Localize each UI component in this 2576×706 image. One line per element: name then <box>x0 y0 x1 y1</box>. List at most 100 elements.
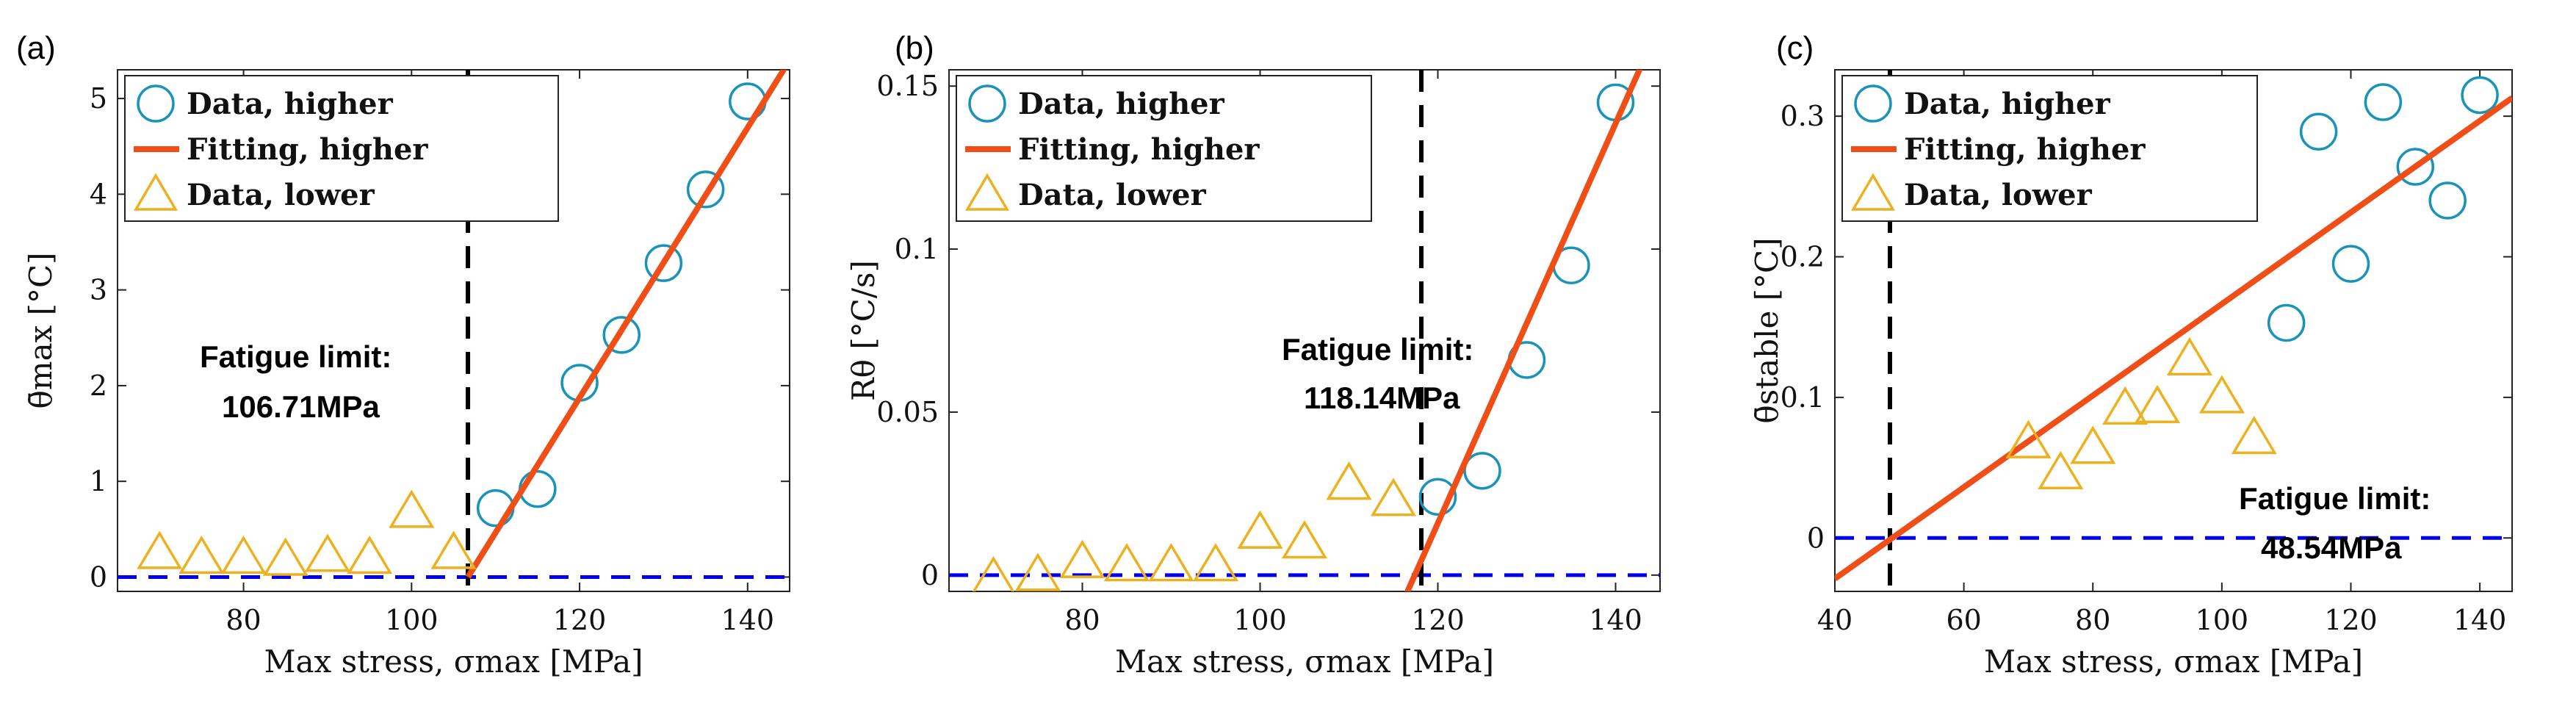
legend-triangle-icon <box>964 173 1010 211</box>
data-higher-point <box>1463 452 1501 490</box>
x-tick-label: 60 <box>1946 604 1981 636</box>
x-axis-label: Max stress, σmax [MPa] <box>1984 644 2363 680</box>
y-tick-label: 0 <box>90 561 107 593</box>
data-lower-point <box>2102 386 2149 425</box>
y-tick-label: 2 <box>90 370 107 402</box>
legend-label: Data, lower <box>1018 178 1207 212</box>
data-lower-point <box>2198 375 2245 414</box>
data-lower-point <box>178 535 225 574</box>
y-tick-label: 0 <box>921 559 939 591</box>
x-tick-label: 100 <box>385 604 439 636</box>
fatigue-limit-annotation-title: Fatigue limit: <box>200 339 392 374</box>
y-tick-label: 0.1 <box>895 233 939 265</box>
data-higher-point <box>2396 148 2435 186</box>
panel-label: (b) <box>895 30 934 66</box>
y-tick-label: 0 <box>1807 522 1825 554</box>
legend-label: Data, higher <box>1904 87 2111 121</box>
data-higher-point <box>2364 83 2403 121</box>
x-tick-label: 80 <box>1064 604 1100 636</box>
legend: Data, higher Fitting, higher Data, lower <box>956 75 1372 222</box>
data-lower-point <box>2038 450 2084 489</box>
legend: Data, higher Fitting, higher Data, lower <box>124 75 559 222</box>
y-tick-label: 0.15 <box>876 70 939 102</box>
y-tick-label: 4 <box>90 178 107 210</box>
legend-box <box>1841 75 2258 222</box>
data-lower-point <box>972 555 1015 591</box>
x-tick-label: 140 <box>1589 604 1642 636</box>
data-lower-point <box>2134 384 2181 424</box>
data-lower-point <box>137 530 183 569</box>
legend-circle-icon <box>137 84 175 123</box>
x-tick-label: 120 <box>553 604 607 636</box>
data-lower-point <box>1192 543 1239 582</box>
data-lower-point <box>1014 552 1061 591</box>
x-tick-label: 100 <box>1233 604 1287 636</box>
y-tick-label: 1 <box>90 465 107 497</box>
legend-circle-icon <box>1854 84 1892 123</box>
y-tick-label: 3 <box>90 274 107 306</box>
panel-label: (c) <box>1776 30 1814 66</box>
y-axis-label: θ̄stable [°C] <box>1749 237 1785 423</box>
x-axis-label: Max stress, σmax [MPa] <box>1115 644 1494 680</box>
legend-label: Data, higher <box>1018 87 1225 121</box>
panel-a: (a) 80 100 120 140 0 1 2 3 4 5 Max stress, σmax [MP… <box>16 30 790 680</box>
data-higher-point <box>2267 303 2306 342</box>
x-axis-label: Max stress, σmax [MPa] <box>264 644 643 680</box>
y-tick-label: 5 <box>90 82 107 115</box>
data-higher-point <box>2428 181 2467 220</box>
x-tick-label: 140 <box>2453 604 2507 636</box>
x-tick-label: 40 <box>1817 604 1852 636</box>
legend-label: Fitting, higher <box>1018 132 1260 167</box>
data-lower-point <box>1326 461 1372 500</box>
fatigue-limit-annotation-title: Fatigue limit: <box>1282 332 1473 367</box>
panel-b: (b) 80 100 120 140 0 0.05 0.1 0.15 Max stress, σm… <box>845 30 1661 680</box>
data-lower-point <box>1281 520 1328 559</box>
data-higher-point <box>2331 245 2370 283</box>
legend-triangle-icon <box>1850 173 1896 211</box>
data-higher-point <box>644 244 683 282</box>
data-lower-point <box>1059 539 1105 578</box>
fitting-line <box>1404 70 1643 591</box>
data-higher-point <box>2299 112 2338 151</box>
legend-label: Data, higher <box>187 87 394 121</box>
fatigue-limit-annotation-value: 106.71MPa <box>222 389 380 424</box>
y-axis-label: θ̄max [°C] <box>23 252 59 408</box>
data-lower-point <box>1370 478 1417 516</box>
data-lower-point <box>2166 336 2213 375</box>
x-tick-label: 120 <box>1411 604 1465 636</box>
data-lower-point <box>2005 419 2052 458</box>
data-lower-point <box>304 533 351 572</box>
y-tick-label: 0.3 <box>1781 100 1825 132</box>
data-higher-point <box>1418 478 1457 516</box>
data-higher-point <box>602 316 641 354</box>
data-lower-point <box>2231 415 2277 455</box>
x-tick-label: 80 <box>226 604 261 636</box>
data-lower-point <box>262 537 309 576</box>
fatigue-limit-annotation-title: Fatigue limit: <box>2239 481 2431 516</box>
legend-box <box>956 75 1372 222</box>
data-higher-point <box>2461 76 2499 115</box>
fitting-line <box>465 70 787 579</box>
legend-circle-icon <box>968 84 1006 123</box>
data-higher-point <box>686 170 725 209</box>
legend: Data, higher Fitting, higher Data, lower <box>1841 75 2258 222</box>
legend-label: Data, lower <box>187 178 375 212</box>
fitting-line <box>1835 96 2512 582</box>
data-lower-point <box>1237 510 1283 549</box>
legend-label: Data, lower <box>1904 178 2093 212</box>
data-lower-point <box>1103 543 1150 582</box>
data-lower-point <box>2070 425 2116 464</box>
x-tick-label: 100 <box>2196 604 2249 636</box>
legend-label: Fitting, higher <box>187 132 428 167</box>
x-tick-label: 80 <box>2075 604 2110 636</box>
fatigue-limit-annotation-value: 118.14MPa <box>1304 381 1460 415</box>
data-lower-point <box>347 535 393 574</box>
data-lower-point <box>220 535 267 574</box>
y-tick-label: 0.2 <box>1781 241 1825 273</box>
panel-c: (c) 40 60 80 100 120 140 0 0.1 0.2 0.3 Max stress, … <box>1749 30 2513 680</box>
x-tick-label: 140 <box>721 604 775 636</box>
data-lower-point <box>389 489 435 528</box>
fatigue-limit-annotation-value: 48.54MPa <box>2261 530 2402 565</box>
plot-area <box>949 70 1660 591</box>
